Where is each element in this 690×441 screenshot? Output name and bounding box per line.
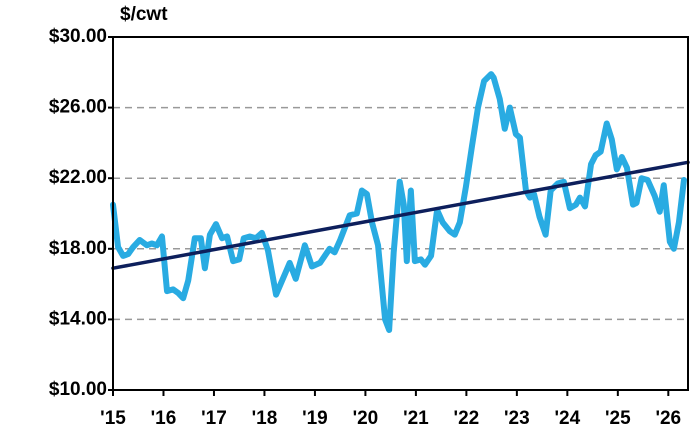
x-tick-label: '15 [100,408,126,429]
plot-frame [112,36,689,391]
y-tick-label: $10.00 [49,379,107,400]
y-tick-label: $22.00 [49,167,107,188]
y-tick-label: $18.00 [49,238,107,259]
x-tick-label: '25 [605,408,631,429]
x-tick-label: '22 [454,408,480,429]
y-tick-label: $26.00 [49,97,107,118]
x-tick-label: '20 [353,408,379,429]
x-tick-label: '24 [555,408,581,429]
line [111,160,690,270]
x-tick-label: '21 [403,408,429,429]
y-axis-label: $/cwt [120,4,168,25]
y-tick-label: $30.00 [49,26,107,47]
y-tick-label: $14.00 [49,308,107,329]
x-tick-label: '19 [302,408,328,429]
x-tick-label: '17 [201,408,227,429]
x-tick-label: '23 [504,408,530,429]
line [110,71,687,333]
x-tick-label: '18 [252,408,278,429]
x-tick-label: '16 [151,408,177,429]
x-tick-label: '26 [655,408,681,429]
